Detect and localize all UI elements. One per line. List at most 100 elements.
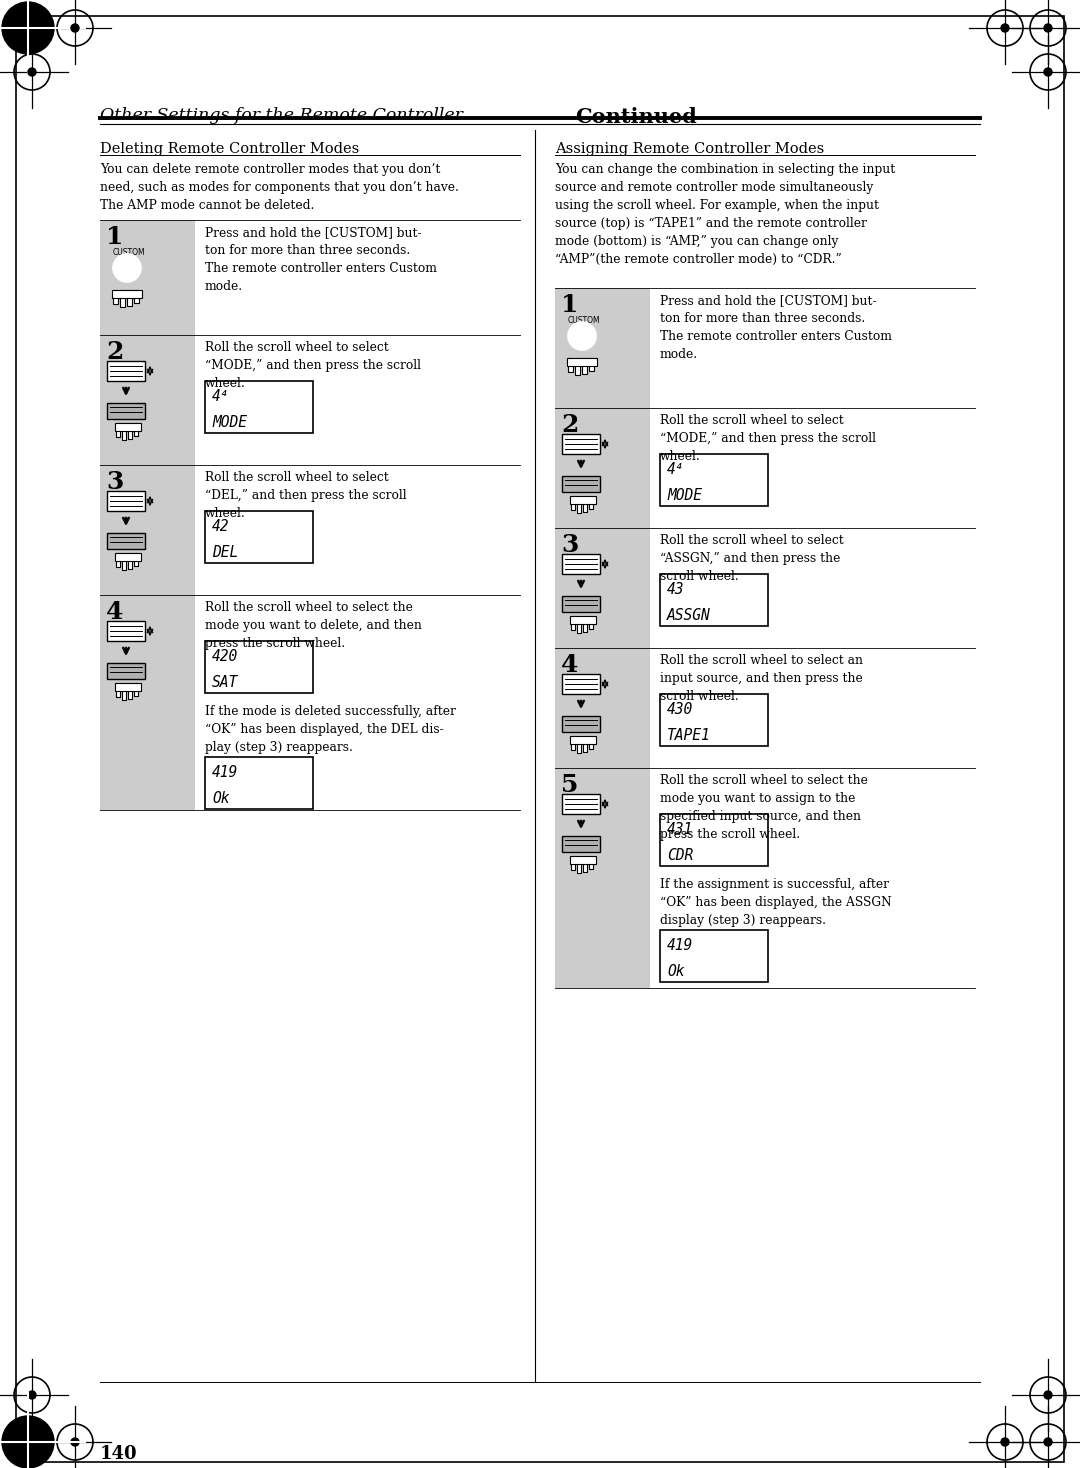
Bar [660, 813, 768, 866]
Bar [129, 553, 132, 570]
Bar [134, 423, 138, 436]
Bar [570, 735, 596, 744]
Text: 42: 42 [212, 520, 229, 534]
Circle shape [113, 254, 141, 282]
Bar [589, 358, 594, 371]
Bar [100, 465, 195, 595]
Text: 420: 420 [212, 649, 239, 664]
Bar [589, 496, 593, 509]
Bar [134, 291, 139, 302]
Bar [568, 358, 573, 371]
Bar [205, 511, 313, 564]
Circle shape [1044, 1439, 1052, 1446]
Text: 419: 419 [667, 938, 693, 953]
Bar [583, 617, 588, 633]
Bar [660, 454, 768, 506]
Text: 140: 140 [100, 1445, 137, 1464]
Bar [660, 931, 768, 982]
Bar [122, 553, 126, 570]
Bar [107, 533, 145, 549]
Bar [555, 528, 650, 647]
Bar [113, 291, 118, 304]
Bar [100, 220, 195, 335]
Bar [116, 423, 120, 437]
Bar [116, 553, 120, 567]
Bar [107, 404, 145, 418]
Bar [107, 490, 145, 511]
Bar [571, 856, 575, 871]
Text: Roll the scroll wheel to select an
input source, and then press the
scroll wheel: Roll the scroll wheel to select an input… [660, 655, 863, 703]
Bar [114, 423, 141, 432]
Bar [100, 595, 195, 810]
Text: 4⁴: 4⁴ [667, 462, 685, 477]
Text: Roll the scroll wheel to select the
mode you want to delete, and then
press the : Roll the scroll wheel to select the mode… [205, 600, 422, 650]
Text: Press and hold the [CUSTOM] but-
ton for more than three seconds.
The remote con: Press and hold the [CUSTOM] but- ton for… [205, 226, 437, 294]
Circle shape [28, 68, 36, 76]
Text: Ok: Ok [667, 964, 685, 979]
Text: 419: 419 [212, 765, 239, 780]
Bar [134, 553, 138, 567]
Text: CDR: CDR [667, 849, 693, 863]
Text: 4: 4 [106, 600, 123, 624]
Circle shape [1044, 1392, 1052, 1399]
Bar [129, 423, 132, 439]
Bar [562, 794, 600, 813]
Circle shape [2, 1417, 54, 1468]
Text: You can change the combination in selecting the input
source and remote controll: You can change the combination in select… [555, 163, 895, 266]
Bar [577, 617, 581, 633]
Text: 430: 430 [667, 702, 693, 716]
Bar [134, 683, 138, 696]
Text: TAPE1: TAPE1 [667, 728, 711, 743]
Bar [589, 617, 593, 628]
Circle shape [1001, 1439, 1009, 1446]
Text: Roll the scroll wheel to select
“MODE,” and then press the scroll
wheel.: Roll the scroll wheel to select “MODE,” … [205, 341, 421, 390]
Bar [120, 291, 125, 307]
Bar [107, 361, 145, 382]
Text: Ok: Ok [212, 791, 229, 806]
Text: 5: 5 [561, 774, 579, 797]
Text: Roll the scroll wheel to select
“MODE,” and then press the scroll
wheel.: Roll the scroll wheel to select “MODE,” … [660, 414, 876, 462]
Text: If the assignment is successful, after
“OK” has been displayed, the ASSGN
displa: If the assignment is successful, after “… [660, 878, 892, 926]
Bar [555, 288, 650, 408]
Bar [562, 553, 600, 574]
Text: Assigning Remote Controller Modes: Assigning Remote Controller Modes [555, 142, 824, 156]
Bar [570, 856, 596, 865]
Bar [660, 574, 768, 625]
Text: Other Settings for the Remote Controller: Other Settings for the Remote Controller [100, 107, 463, 123]
Text: CUSTOM: CUSTOM [568, 316, 600, 324]
Bar [571, 735, 575, 750]
Circle shape [1044, 23, 1052, 32]
Circle shape [71, 23, 79, 32]
Bar [127, 291, 132, 305]
Text: Roll the scroll wheel to select
“ASSGN,” and then press the
scroll wheel.: Roll the scroll wheel to select “ASSGN,”… [660, 534, 843, 583]
Text: Continued: Continued [575, 107, 697, 128]
Text: Deleting Remote Controller Modes: Deleting Remote Controller Modes [100, 142, 360, 156]
Bar [577, 735, 581, 753]
Bar [589, 735, 593, 749]
Text: 431: 431 [667, 822, 693, 837]
Bar [577, 496, 581, 512]
Circle shape [28, 1392, 36, 1399]
Bar [114, 683, 141, 691]
Text: Roll the scroll wheel to select the
mode you want to assign to the
specified inp: Roll the scroll wheel to select the mode… [660, 774, 868, 841]
Bar [571, 496, 575, 509]
Text: 3: 3 [561, 533, 579, 556]
Text: 4: 4 [561, 653, 579, 677]
Bar [555, 408, 650, 528]
Bar [582, 358, 588, 374]
Text: You can delete remote controller modes that you don’t
need, such as modes for co: You can delete remote controller modes t… [100, 163, 459, 211]
Circle shape [568, 321, 596, 349]
Circle shape [2, 1, 54, 54]
Bar [562, 674, 600, 694]
Bar [116, 683, 120, 697]
Bar [107, 621, 145, 642]
Circle shape [1044, 68, 1052, 76]
Bar [205, 382, 313, 433]
Text: 2: 2 [561, 413, 579, 437]
Text: SAT: SAT [212, 675, 239, 690]
Bar [562, 596, 600, 612]
Bar [205, 757, 313, 809]
Circle shape [71, 1439, 79, 1446]
Text: MODE: MODE [212, 415, 247, 430]
Bar [555, 647, 650, 768]
